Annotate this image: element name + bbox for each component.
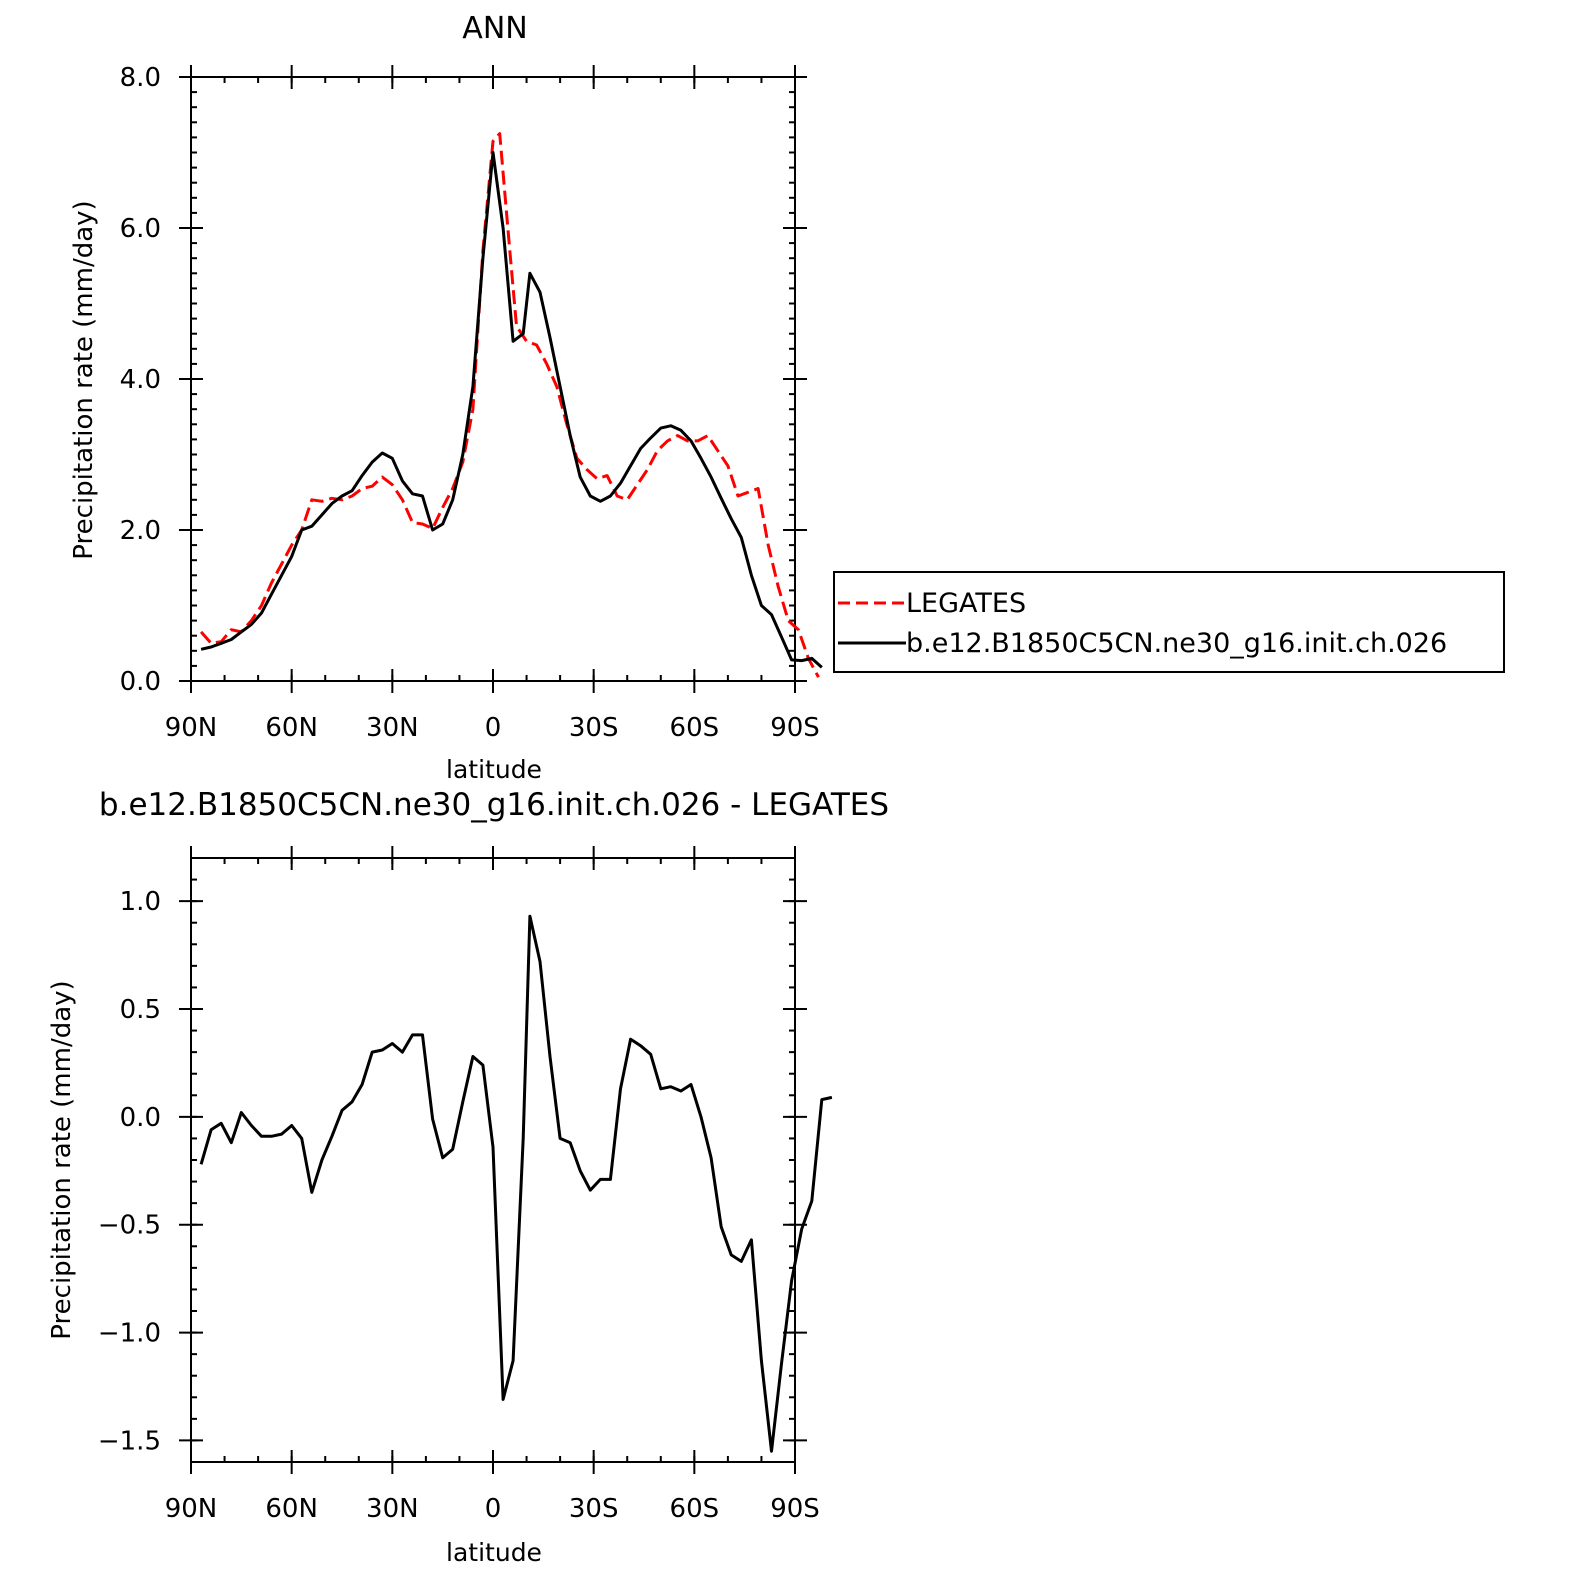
x-tick-label: 60N [265, 1494, 318, 1524]
y-axis: 1.0 0.5 0.0 −0.5 −1.0 −1.5 [98, 857, 807, 1463]
y-tick-label: 4.0 [120, 365, 161, 395]
series-line-0 [199, 914, 833, 1453]
y-tick-label: 2.0 [120, 516, 161, 546]
y-tick-label: 8.0 [120, 63, 161, 93]
legend-label-model: b.e12.B1850C5CN.ne30_g16.init.ch.026 [906, 628, 1447, 659]
chart-title: ANN [462, 11, 527, 46]
y-tick-label: 6.0 [120, 214, 161, 244]
x-tick-label: 90S [770, 713, 820, 743]
x-tick-label: 30S [569, 1494, 619, 1524]
series-line-1 [200, 151, 823, 669]
x-tick-label: 0 [485, 713, 502, 743]
x-tick-label: 30N [366, 713, 419, 743]
y-axis-label: Precipitation rate (mm/day) [47, 980, 77, 1339]
x-tick-label: 30S [569, 713, 619, 743]
chart-title: b.e12.B1850C5CN.ne30_g16.init.ch.026 - L… [99, 787, 889, 823]
x-axis-label: latitude [446, 1538, 542, 1567]
x-tick-label: 60N [265, 713, 318, 743]
x-tick-label: 90N [165, 1494, 218, 1524]
legend-box [833, 571, 1505, 673]
x-axis: 90N 60N 30N 0 30S 60S 90S [165, 65, 820, 743]
legend: LEGATES b.e12.B1850C5CN.ne30_g16.init.ch… [833, 571, 1505, 673]
y-axis: 0.0 2.0 4.0 6.0 8.0 [120, 63, 807, 697]
y-tick-label: 0.0 [120, 1103, 161, 1133]
x-tick-label: 30N [366, 1494, 419, 1524]
series-lines [199, 132, 823, 678]
x-tick-label: 90N [165, 713, 218, 743]
y-axis-label: Precipitation rate (mm/day) [69, 200, 99, 559]
difference-panel: b.e12.B1850C5CN.ne30_g16.init.ch.026 - L… [47, 787, 889, 1567]
y-tick-label: 0.0 [120, 667, 161, 697]
x-tick-label: 60S [670, 713, 720, 743]
zonal-mean-panel: ANN 90N 60N 30N 0 30S 60S 90S 0.02.04.06.08.0 … [69, 11, 1505, 784]
x-tick-label: 60S [670, 1494, 720, 1524]
x-tick-label: 0 [485, 1494, 502, 1524]
y-tick-label: −1.0 [98, 1319, 161, 1349]
series-lines [199, 914, 833, 1453]
x-tick-label: 90S [770, 1494, 820, 1524]
y-tick-label: −0.5 [98, 1211, 161, 1241]
legend-label-legates: LEGATES [906, 588, 1026, 619]
x-axis: 90N 60N 30N 0 30S 60S 90S [165, 846, 820, 1524]
y-tick-label: 1.0 [120, 887, 161, 917]
series-line-0 [199, 132, 820, 678]
x-axis-label: latitude [446, 755, 542, 784]
y-tick-label: −1.5 [98, 1426, 161, 1456]
y-tick-label: 0.5 [120, 995, 161, 1025]
